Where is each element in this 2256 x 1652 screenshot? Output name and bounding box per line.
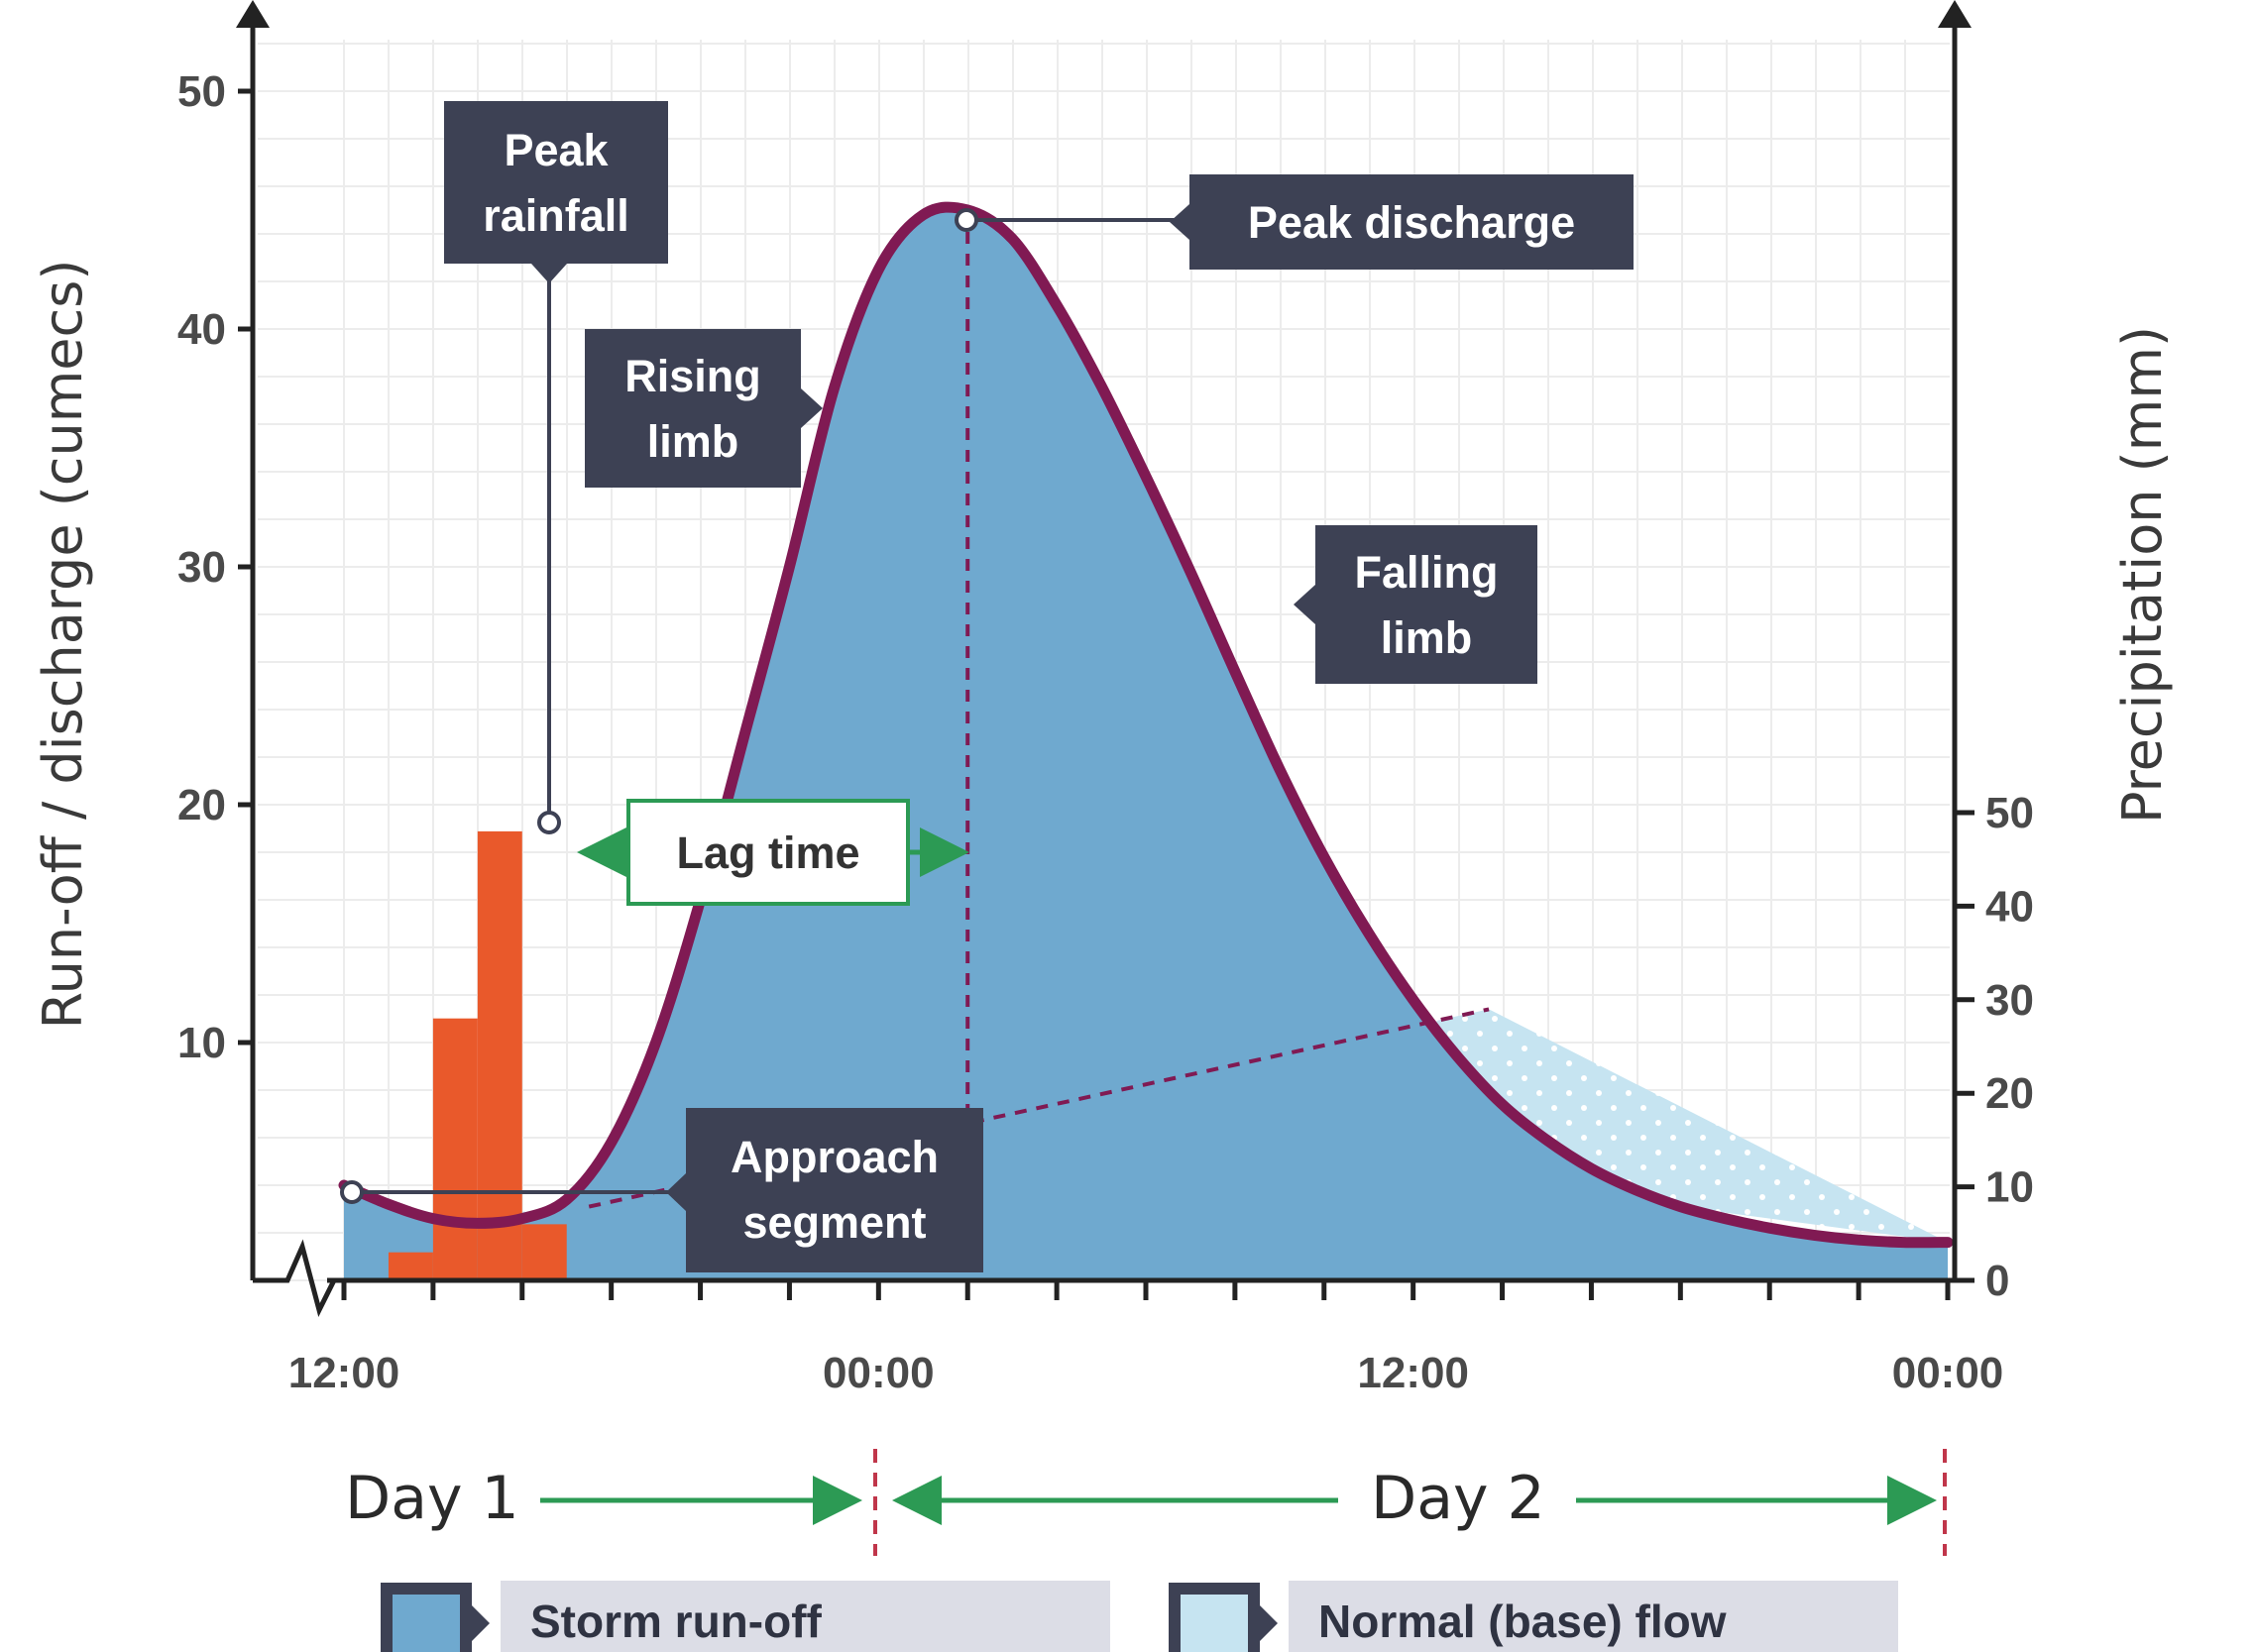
y-axis-right-arrow [1938,0,1972,28]
rainfall-bar [388,1252,433,1280]
y-right-tick-label: 50 [1985,789,2034,837]
y-left-tick-label: 30 [177,543,226,592]
peak-rainfall-label-1: Peak [504,125,609,175]
axes [236,0,1972,1318]
y-left-ticks: 10 20 30 40 50 [177,67,253,1067]
approach-label-2: segment [742,1197,926,1248]
lag-time-label: Lag time [676,827,859,878]
lag-time-box [626,799,910,906]
rising-limb-label-1: Rising [624,351,761,401]
base-flow-line [588,1007,1490,1209]
rising-limb-callout: Rising limb [585,329,823,488]
peak-rainfall-callout: Peak rainfall [444,101,668,283]
y-axis-right-title: Precipitation (mm) [2111,326,2174,824]
y-left-tick-label: 50 [177,67,226,116]
y-axis-left-title: Run-off / discharge (cumecs) [32,260,94,1030]
falling-limb-callout: Falling limb [1294,525,1537,684]
day-1-label: Day 1 [345,1464,519,1533]
x-tick-label: 12:00 [1357,1349,1469,1397]
x-ticks: 12:00 00:00 12:00 00:00 [288,1280,2004,1397]
x-tick-label: 00:00 [1892,1349,2004,1397]
x-tick-label: 12:00 [288,1349,400,1397]
y-right-tick-label: 30 [1985,976,2034,1025]
falling-limb-label-2: limb [1381,612,1473,663]
y-left-tick-label: 10 [177,1019,226,1067]
axis-break [253,1239,342,1318]
y-left-tick-label: 40 [177,305,226,354]
legend-item-storm: Storm run-off [381,1581,1110,1652]
legend-swatch-base [1169,1583,1260,1652]
lag-time-annotation: Lag time [577,799,969,906]
peak-discharge-label: Peak discharge [1248,197,1575,248]
rainfall-bars [388,830,567,1280]
y-right-tick-label: 40 [1985,882,2034,931]
x-tick-label: 00:00 [823,1349,935,1397]
rainfall-bar [521,1224,567,1280]
hydrograph-curve [338,201,1954,1249]
falling-limb-label-1: Falling [1355,547,1499,598]
approach-label-1: Approach [731,1132,939,1182]
peak-discharge-marker [955,208,978,232]
approach-marker [340,1180,364,1204]
legend: Storm run-off Normal (base) flow [381,1581,1898,1652]
y-axis-left-arrow [236,0,270,28]
rainfall-bar [477,830,522,1280]
day-2-label: Day 2 [1371,1464,1545,1533]
y-left-tick-label: 20 [177,781,226,829]
peak-rainfall-label-2: rainfall [483,190,629,241]
approach-segment-callout: Approach segment [666,1108,983,1272]
rising-limb-label-2: limb [647,416,739,467]
day-row: Day 1 Day 2 [345,1449,1947,1556]
y-right-ticks: 0 10 20 30 40 50 [1955,789,2034,1305]
storm-runoff-area [344,207,1948,1281]
legend-label-storm: Storm run-off [530,1596,823,1647]
y-right-tick-label: 0 [1985,1257,2009,1305]
peak-discharge-callout: Peak discharge [1170,174,1634,270]
y-right-tick-label: 20 [1985,1069,2034,1118]
legend-label-base: Normal (base) flow [1318,1596,1727,1647]
peak-rainfall-marker [537,811,561,834]
legend-item-base: Normal (base) flow [1169,1581,1898,1652]
y-right-tick-label: 10 [1985,1163,2034,1212]
rainfall-bar [432,1018,478,1280]
legend-swatch-storm [381,1583,472,1652]
